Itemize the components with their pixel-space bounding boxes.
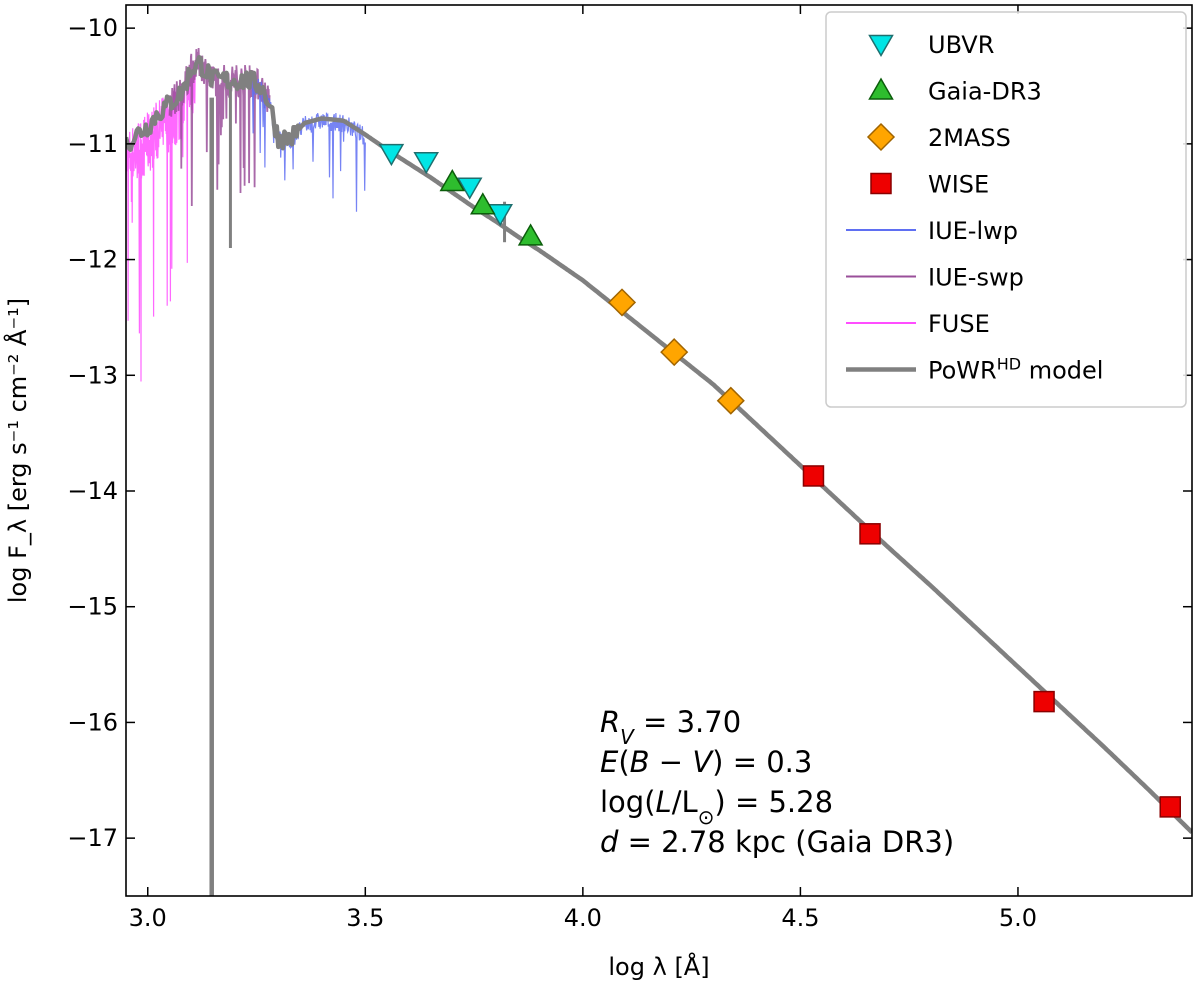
annotation-line: E(B − V) = 0.3 xyxy=(600,745,812,779)
legend-item: 2MASS xyxy=(866,122,1011,152)
marker-wise xyxy=(802,465,825,487)
annotation-line: RV = 3.70 xyxy=(600,705,741,749)
marker-ubvr xyxy=(378,143,405,167)
spectrum-iue-lwp xyxy=(247,77,366,212)
marker-wise xyxy=(859,523,881,545)
legend-swatch xyxy=(868,34,894,58)
marker-2mass xyxy=(660,338,689,367)
y-tick-label: −10 xyxy=(67,14,118,42)
photometry-markers xyxy=(378,143,1181,818)
x-tick-label: 3.5 xyxy=(346,904,384,932)
x-tick-label: 4.0 xyxy=(564,904,602,932)
legend-item: IUE-lwp xyxy=(846,217,1018,245)
y-axis-label: log F_λ [erg s⁻¹ cm⁻² Å⁻¹] xyxy=(3,298,32,603)
plot-frame xyxy=(125,4,1193,897)
y-tick-label: −17 xyxy=(67,824,118,852)
marker-wise xyxy=(1159,796,1181,818)
y-tick-label: −14 xyxy=(67,477,118,505)
legend-label: IUE-lwp xyxy=(928,217,1018,245)
marker-ubvr xyxy=(413,151,439,175)
marker-gaia-dr3 xyxy=(470,192,496,215)
legend-item: UBVR xyxy=(868,31,994,59)
legend-label: UBVR xyxy=(928,31,994,59)
spectrum-fuse xyxy=(126,59,197,382)
legend-label: IUE-swp xyxy=(928,264,1024,292)
marker-2mass xyxy=(716,386,745,415)
model-curve xyxy=(126,54,1192,834)
annotation-line: log(L/L⊙) = 5.28 xyxy=(600,785,833,829)
marker-gaia-dr3 xyxy=(439,168,466,192)
legend-item: PoWRHD model xyxy=(846,354,1103,385)
marker-ubvr xyxy=(487,204,513,227)
spectra-layer xyxy=(126,47,366,382)
x-tick-label: 5.0 xyxy=(999,904,1037,932)
marker-gaia-dr3 xyxy=(517,223,544,246)
legend-item: FUSE xyxy=(846,310,990,338)
y-tick-label: −16 xyxy=(67,708,118,736)
y-tick-label: −12 xyxy=(67,246,118,274)
legend: UBVR Gaia-DR3 2MASS WISE IUE-lwp IUE-swp FUSE P… xyxy=(825,11,1187,408)
legend-label: FUSE xyxy=(928,310,990,338)
axis-ticks: 3.0 3.5 4.0 4.5 5.0 −10 −11 −12 −13 −14 −15 −16 −17 xyxy=(67,5,1192,932)
parameter-annotation: RV = 3.70E(B − V) = 0.3 log(L/L⊙) = 5.28d… xyxy=(600,705,954,859)
marker-ubvr xyxy=(456,177,483,200)
legend-label: PoWRHD model xyxy=(928,354,1103,385)
legend-label: WISE xyxy=(928,171,989,199)
annotation-line: d = 2.78 kpc (Gaia DR3) xyxy=(600,825,954,859)
marker-2mass xyxy=(607,288,637,317)
legend-item: Gaia-DR3 xyxy=(868,77,1042,106)
legend-swatch xyxy=(868,77,894,100)
legend-box xyxy=(825,11,1187,408)
y-tick-label: −15 xyxy=(67,593,118,621)
legend-item: WISE xyxy=(870,171,989,199)
legend-label: Gaia-DR3 xyxy=(928,78,1042,106)
x-axis-label: log λ [Å] xyxy=(608,952,709,981)
legend-swatch xyxy=(866,122,896,152)
x-tick-label: 3.0 xyxy=(129,904,167,932)
legend-label: 2MASS xyxy=(928,124,1011,152)
legend-swatch xyxy=(870,172,892,195)
marker-wise xyxy=(1033,690,1055,713)
y-tick-label: −13 xyxy=(67,361,118,389)
legend-item: IUE-swp xyxy=(846,264,1024,292)
x-tick-label: 4.5 xyxy=(781,904,819,932)
y-tick-label: −11 xyxy=(67,130,118,158)
